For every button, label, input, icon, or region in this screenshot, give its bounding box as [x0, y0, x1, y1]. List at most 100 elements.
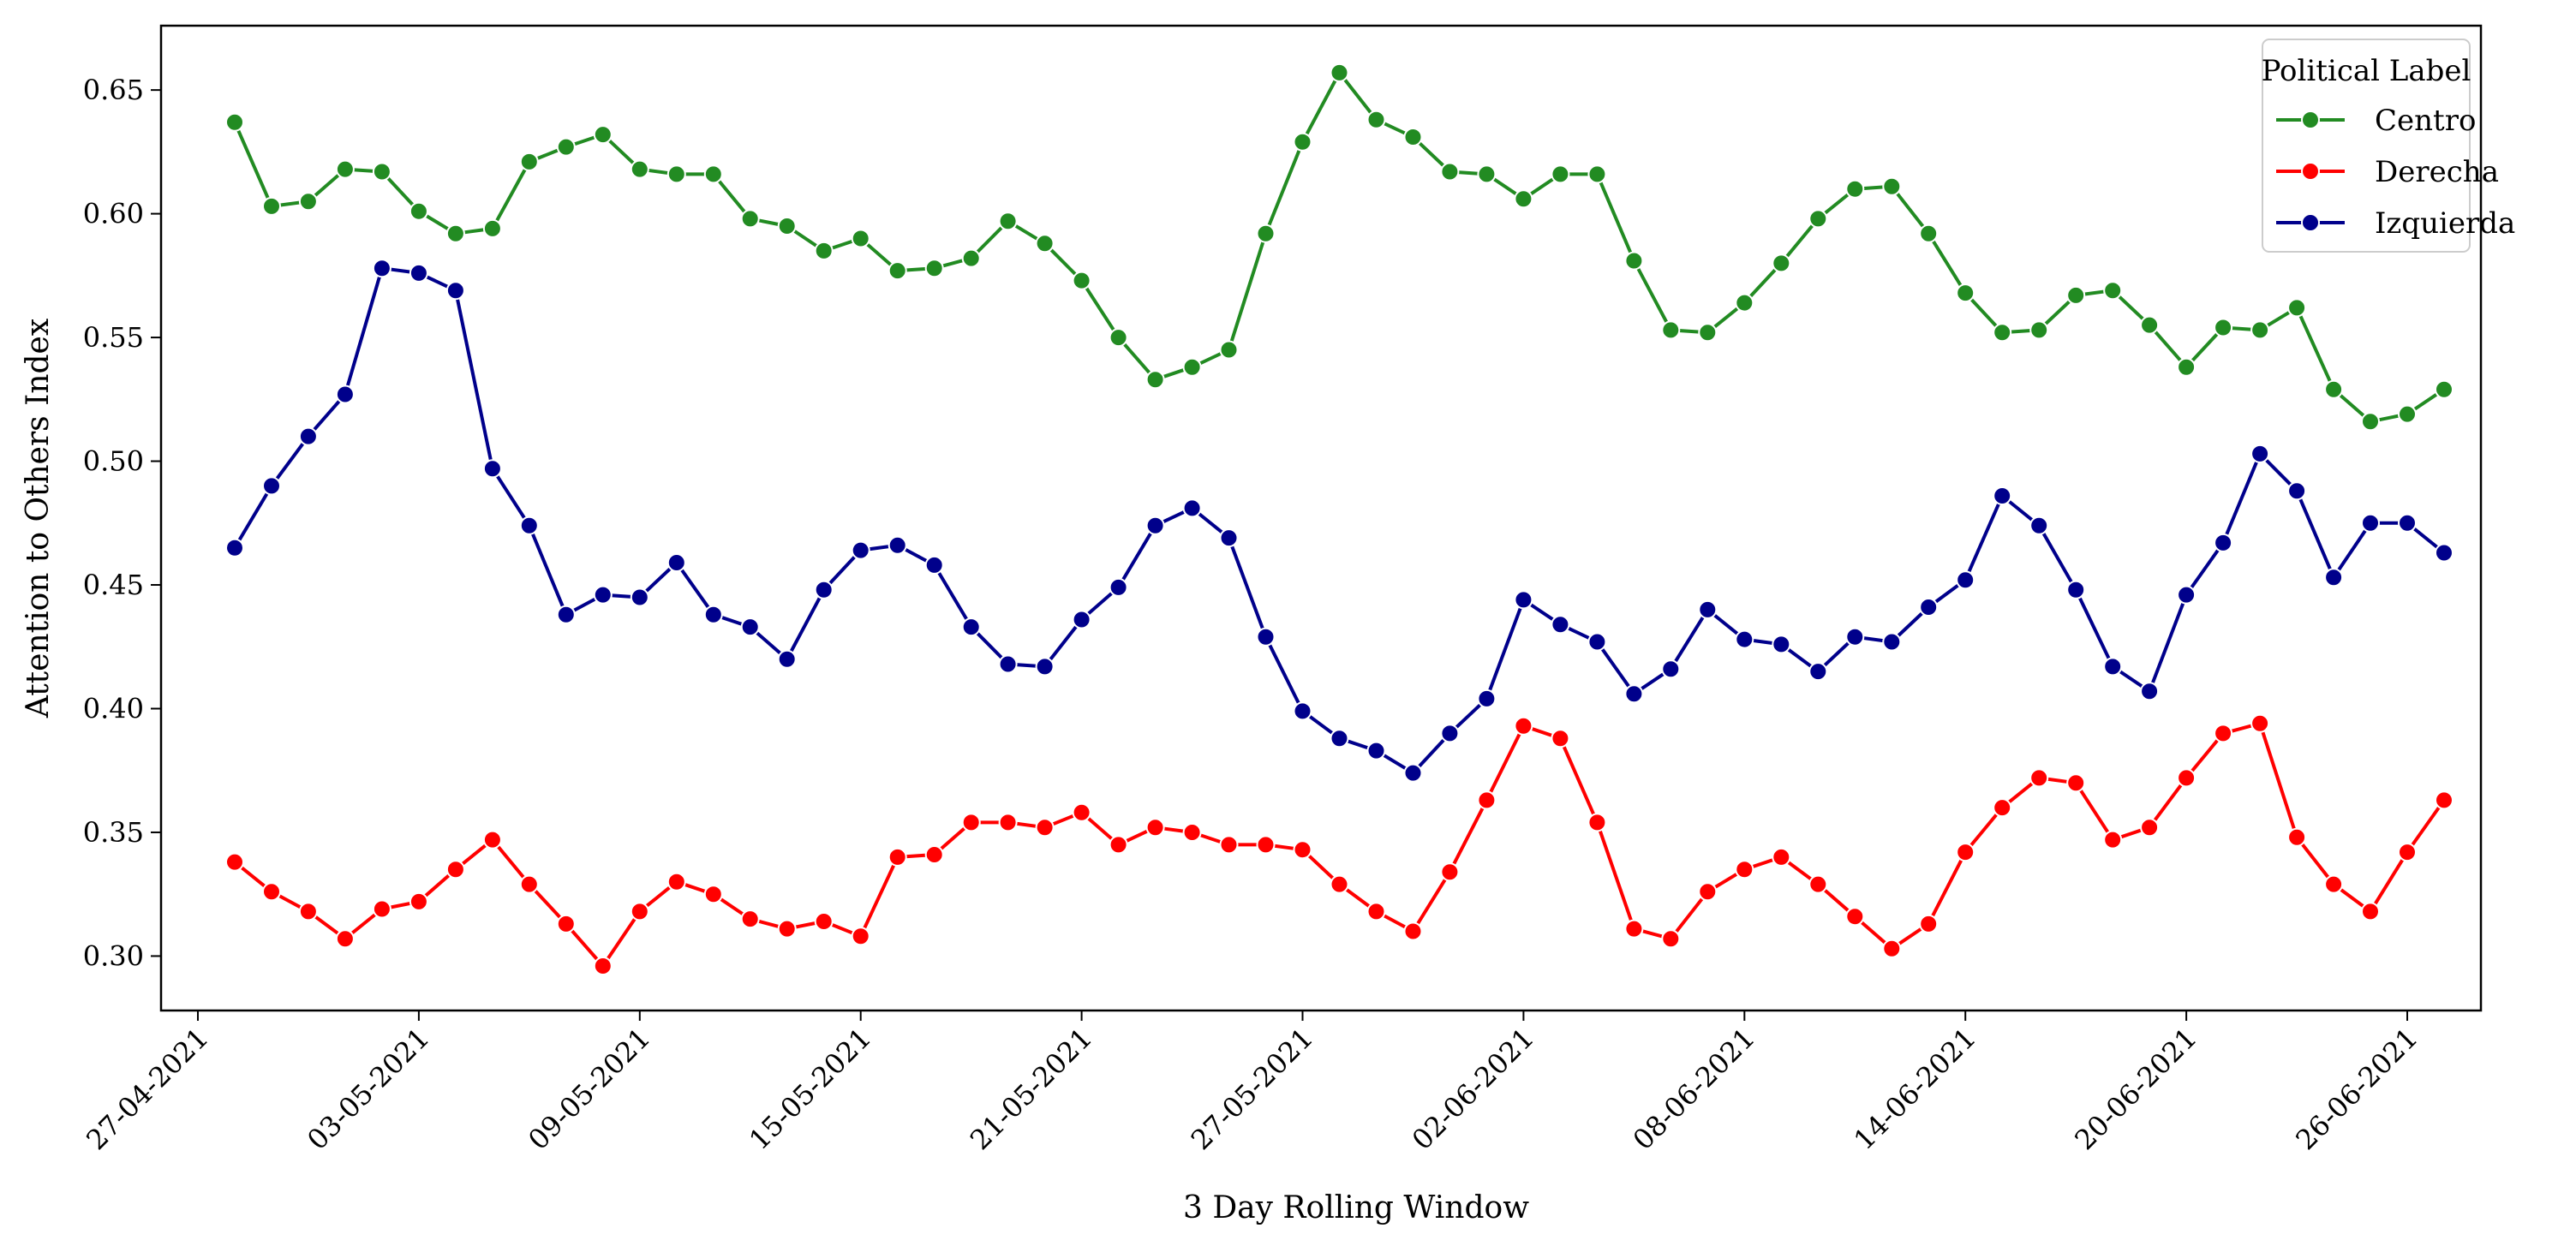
data-point [814, 580, 834, 599]
data-point [409, 891, 428, 911]
series-izquierda [225, 259, 2453, 783]
data-point [225, 852, 244, 872]
series-derecha [225, 713, 2453, 975]
data-point [1772, 253, 1791, 273]
x-tick-label: 27-04-2021 [80, 1022, 214, 1156]
data-point [1145, 516, 1165, 535]
data-point [2435, 379, 2453, 399]
data-point [1145, 370, 1165, 390]
data-point [924, 259, 944, 278]
data-point [1624, 251, 1644, 271]
data-point [2361, 412, 2380, 432]
data-point [2324, 379, 2344, 399]
data-point [1624, 684, 1644, 704]
data-point [1808, 874, 1828, 894]
data-point [1293, 132, 1312, 152]
data-point [2103, 281, 2123, 301]
data-point [1919, 598, 1939, 617]
data-point [262, 476, 281, 496]
x-tick-label: 08-06-2021 [1627, 1022, 1761, 1156]
y-axis-title: Attention to Others Index [21, 319, 56, 718]
data-point [1956, 843, 1975, 862]
data-point [2214, 533, 2233, 552]
data-point [1403, 128, 1423, 146]
data-point [740, 209, 760, 229]
data-point [335, 385, 355, 404]
data-point [1514, 716, 1533, 736]
data-point [777, 919, 797, 939]
x-tick-label: 26-06-2021 [2289, 1022, 2424, 1156]
data-point [924, 555, 944, 575]
data-point [1919, 914, 1939, 933]
x-axis-title: 3 Day Rolling Window [1183, 1190, 1529, 1225]
data-point [666, 164, 686, 184]
data-point [1845, 907, 1865, 927]
data-point [482, 830, 502, 850]
data-point [1661, 929, 1681, 949]
data-point [924, 845, 944, 864]
legend-label: Derecha [2375, 155, 2499, 189]
data-point [1109, 577, 1128, 597]
data-point [630, 159, 649, 179]
data-point [2029, 516, 2049, 535]
data-point [2177, 357, 2196, 377]
data-point [372, 162, 391, 182]
data-point [445, 224, 465, 243]
data-point [1587, 632, 1607, 652]
data-point [1477, 689, 1497, 708]
data-point [1661, 320, 1681, 340]
data-point [2177, 585, 2196, 605]
data-point [888, 847, 907, 867]
data-point [482, 218, 502, 238]
data-point [1182, 357, 1202, 377]
data-point [225, 538, 244, 557]
data-point [1072, 610, 1091, 629]
data-point [556, 605, 576, 624]
data-point [519, 152, 539, 171]
data-point [1551, 729, 1570, 748]
data-point [666, 553, 686, 572]
data-point [1366, 110, 1386, 129]
data-point [1109, 835, 1128, 855]
legend-marker [2301, 213, 2320, 232]
data-point [703, 164, 723, 184]
data-point [1440, 162, 1460, 182]
data-point [1440, 724, 1460, 743]
data-point [2140, 315, 2160, 335]
data-point [2103, 830, 2123, 850]
data-point [1624, 919, 1644, 939]
legend-marker [2301, 162, 2320, 181]
data-point [1587, 813, 1607, 832]
data-point [2214, 724, 2233, 743]
data-point [519, 874, 539, 894]
legend-entry-derecha: Derecha [2276, 155, 2499, 189]
data-point [2214, 318, 2233, 337]
legend-label: Izquierda [2375, 206, 2515, 241]
legend-entries: Centro Derecha Izquierda [2276, 104, 2515, 241]
data-point [1698, 882, 1718, 902]
data-point [1256, 835, 1276, 855]
data-point [556, 137, 576, 157]
data-point [1182, 498, 1202, 518]
y-tick-label: 0.40 [83, 692, 144, 724]
data-point [2287, 481, 2307, 501]
data-point [1109, 328, 1128, 348]
data-point [998, 212, 1018, 231]
data-point [335, 159, 355, 179]
data-point [630, 587, 649, 607]
y-tick-label: 0.30 [83, 939, 144, 972]
data-point [2177, 768, 2196, 788]
data-point [335, 929, 355, 949]
legend-box [2262, 39, 2471, 253]
data-point [1808, 662, 1828, 682]
data-point [888, 261, 907, 281]
y-tick-label: 0.60 [83, 198, 144, 230]
data-point [2324, 568, 2344, 587]
data-point [1035, 818, 1055, 838]
legend-label: Centro [2375, 104, 2476, 138]
data-point [1219, 528, 1239, 548]
legend-entry-izquierda: Izquierda [2276, 206, 2515, 241]
data-point [888, 535, 907, 555]
data-point [2140, 818, 2160, 838]
